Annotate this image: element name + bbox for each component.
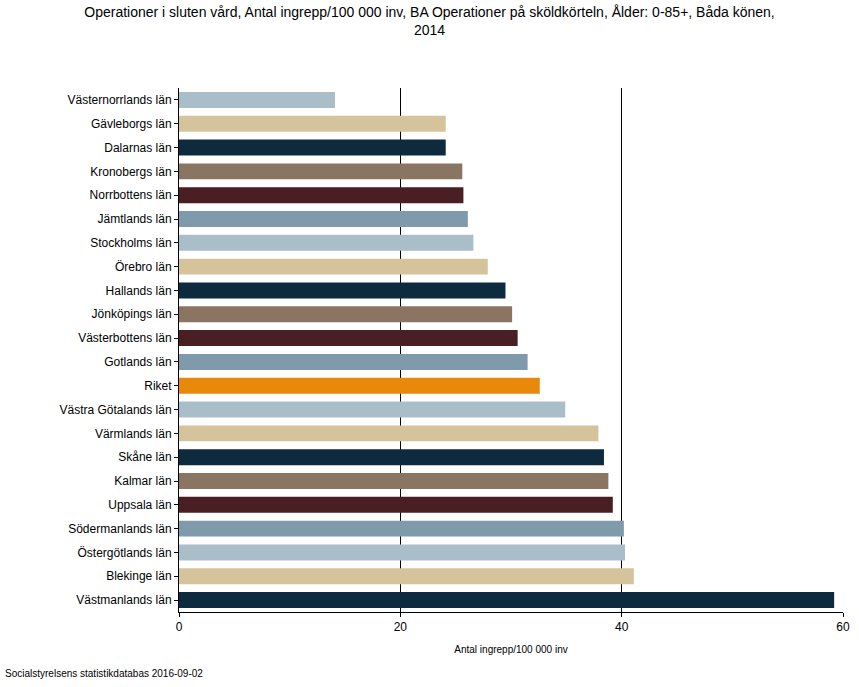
svg-text:Operationer i sluten vård, Ant: Operationer i sluten vård, Antal ingrepp…	[84, 4, 774, 38]
svg-text:Västernorrlands län: Västernorrlands län	[68, 93, 172, 107]
svg-text:Södermanlands län: Södermanlands län	[68, 522, 171, 536]
svg-text:Gävleborgs län: Gävleborgs län	[91, 117, 172, 131]
svg-text:Antal ingrepp/100 000 inv: Antal ingrepp/100 000 inv	[454, 644, 567, 655]
svg-text:Västra Götalands län: Västra Götalands län	[60, 403, 172, 417]
svg-text:Kalmar län: Kalmar län	[114, 474, 171, 488]
svg-text:Västerbottens län: Västerbottens län	[78, 331, 171, 345]
svg-text:Skåne län: Skåne län	[118, 450, 171, 464]
svg-text:60: 60	[836, 620, 850, 634]
svg-text:40: 40	[615, 620, 629, 634]
svg-text:20: 20	[394, 620, 408, 634]
svg-text:Östergötlands län: Östergötlands län	[78, 546, 172, 560]
svg-text:0: 0	[176, 620, 183, 634]
svg-text:Jönköpings län: Jönköpings län	[92, 307, 172, 321]
svg-text:Blekinge län: Blekinge län	[106, 569, 171, 583]
svg-text:Värmlands län: Värmlands län	[95, 427, 172, 441]
svg-text:Uppsala län: Uppsala län	[108, 498, 171, 512]
svg-text:Hallands län: Hallands län	[106, 284, 172, 298]
svg-text:Gotlands län: Gotlands län	[104, 355, 171, 369]
svg-text:Dalarnas län: Dalarnas län	[104, 141, 171, 155]
svg-text:Norrbottens län: Norrbottens län	[90, 188, 172, 202]
svg-text:Stockholms län: Stockholms län	[90, 236, 171, 250]
svg-text:Örebro län: Örebro län	[115, 260, 172, 274]
svg-text:Kronobergs län: Kronobergs län	[90, 165, 171, 179]
svg-text:Jämtlands län: Jämtlands län	[98, 212, 172, 226]
svg-text:Socialstyrelsens statistikdata: Socialstyrelsens statistikdatabas 2016-0…	[5, 668, 203, 679]
svg-text:Riket: Riket	[144, 379, 172, 393]
svg-text:Västmanlands län: Västmanlands län	[76, 593, 171, 607]
